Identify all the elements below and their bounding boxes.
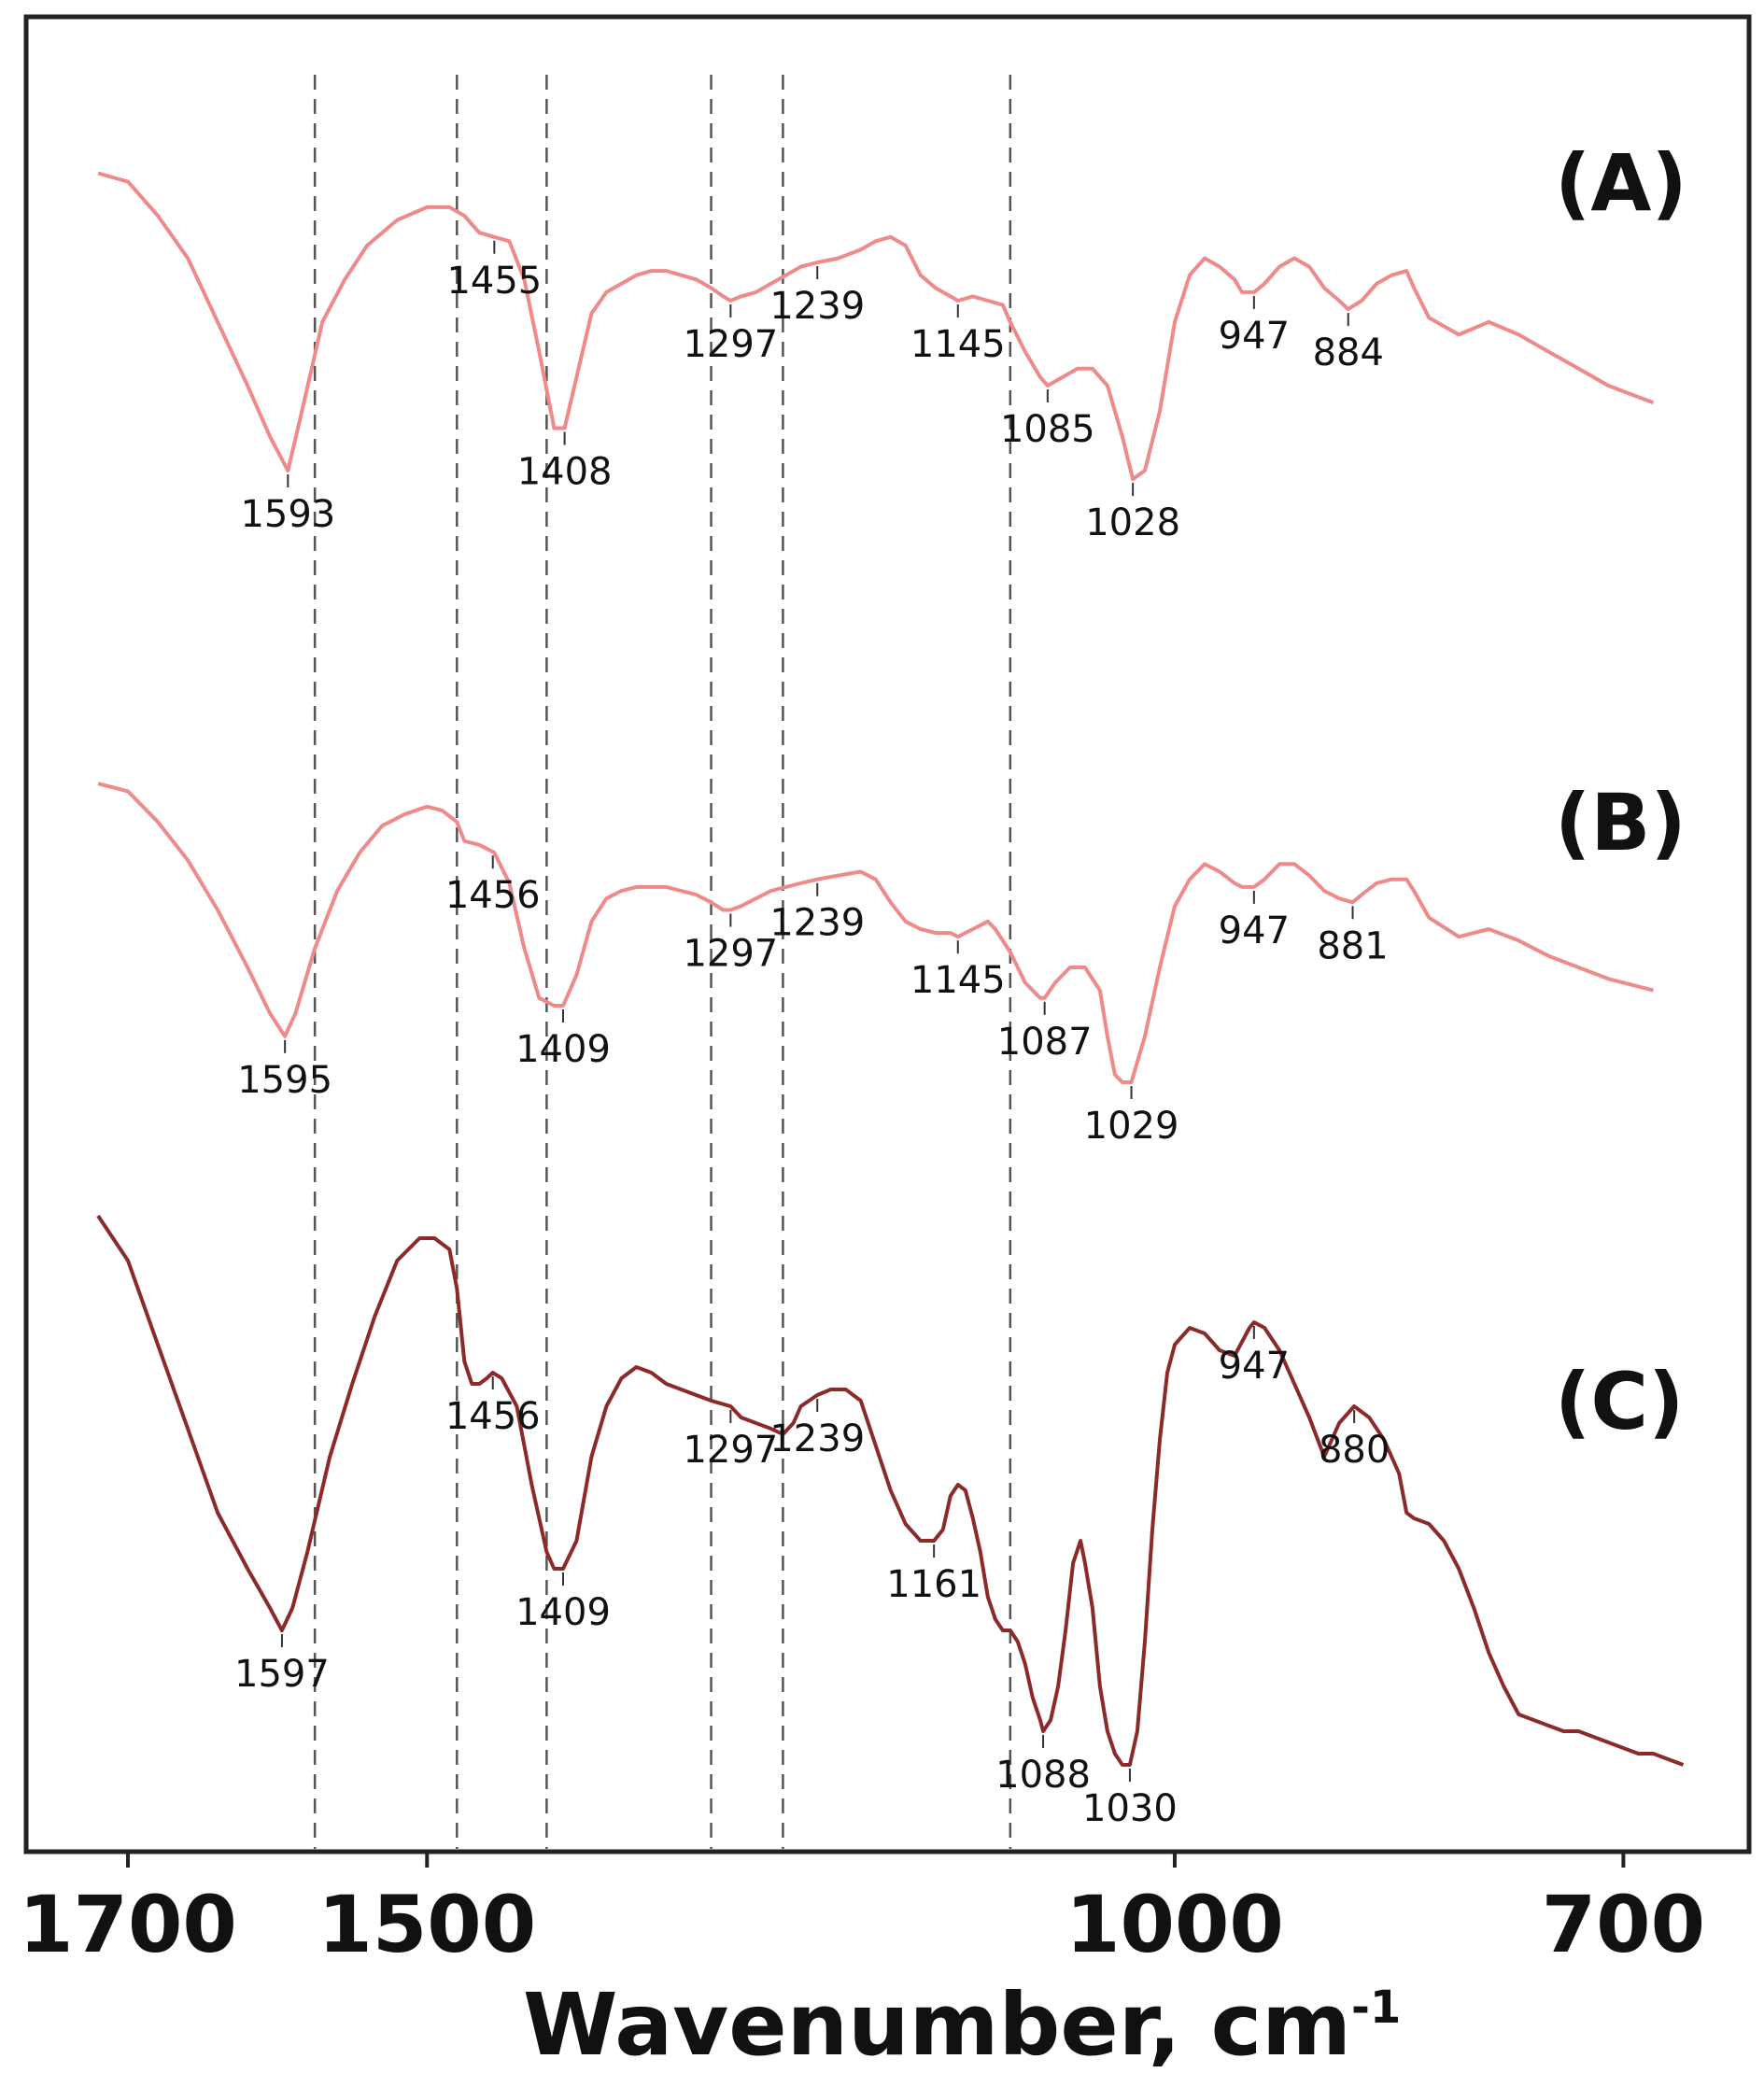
- peak-label: 1408: [517, 451, 613, 494]
- x-tick-label: 1700: [19, 1879, 237, 1970]
- reference-lines: [313, 75, 1012, 1849]
- peak-label: 1030: [1082, 1787, 1178, 1830]
- x-tick-label: 1500: [318, 1879, 536, 1970]
- peak-label: 947: [1219, 1345, 1290, 1388]
- peak-label: 1145: [910, 959, 1006, 1002]
- panel-label-c: (C): [1555, 1356, 1684, 1447]
- peak-label: 1088: [995, 1754, 1091, 1797]
- panel-labels: (A) (B) (C): [1555, 137, 1687, 1447]
- peak-label: 947: [1219, 910, 1290, 952]
- plot-frame: [23, 14, 1752, 1854]
- x-axis-label-superscript: -1: [1351, 1981, 1401, 2034]
- peak-label: 1297: [683, 323, 778, 366]
- peak-label: 1409: [515, 1028, 611, 1071]
- peak-label: 880: [1319, 1429, 1390, 1472]
- peak-label: 881: [1317, 924, 1388, 967]
- spectrum-line-a: [97, 171, 1655, 482]
- peak-label: 1409: [515, 1591, 611, 1634]
- peak-label: 1239: [769, 285, 865, 328]
- peak-label: 1239: [769, 902, 865, 945]
- peak-label: 1597: [234, 1653, 330, 1696]
- x-tick-label: 700: [1542, 1879, 1705, 1970]
- peak-label: 1595: [237, 1059, 332, 1102]
- spectrum-line-b: [97, 782, 1654, 1084]
- peak-label: 1029: [1084, 1105, 1179, 1148]
- peak-label: 1161: [886, 1563, 981, 1606]
- peak-label: 1593: [240, 493, 335, 536]
- x-tick-label: 1000: [1065, 1879, 1284, 1970]
- peak-label: 1085: [1000, 408, 1095, 451]
- peak-label: 1455: [446, 260, 542, 303]
- peak-label: 1456: [445, 1395, 541, 1438]
- peak-label: 884: [1313, 331, 1384, 374]
- peak-label: 1456: [445, 874, 541, 917]
- peak-label: 1239: [769, 1417, 865, 1460]
- peak-label: 1028: [1085, 501, 1180, 544]
- peak-label: 1087: [997, 1021, 1093, 1064]
- peak-label: 947: [1219, 315, 1290, 358]
- spectra: [96, 171, 1685, 1767]
- spectrum-line-c: [96, 1214, 1685, 1767]
- x-axis-label: Wavenumber, cm-1: [523, 1975, 1401, 2075]
- x-axis: 1700 1500 1000 700: [19, 1852, 1705, 1970]
- peak-label: 1145: [910, 323, 1006, 366]
- panel-label-b: (B): [1555, 777, 1686, 868]
- panel-label-a: (A): [1555, 137, 1687, 229]
- peak-label: 1297: [683, 933, 778, 976]
- peak-label: 1297: [683, 1429, 778, 1472]
